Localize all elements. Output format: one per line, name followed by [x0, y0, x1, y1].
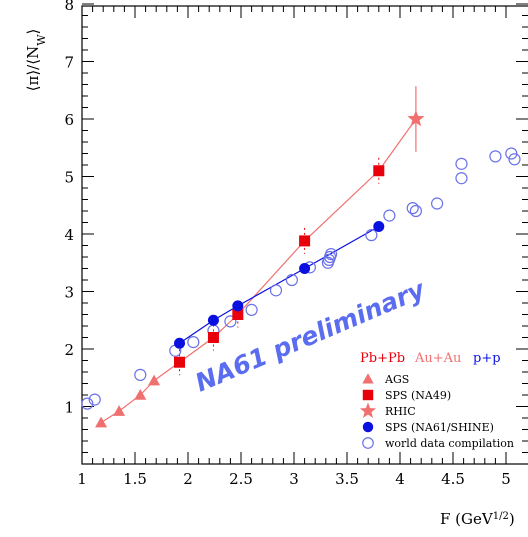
data-point-open-circle: [269, 284, 283, 297]
data-point-circle: [174, 337, 186, 349]
data-point-circle: [207, 314, 219, 326]
legend-marker-square: [362, 389, 374, 401]
legend-entry-label: SPS (NA61/SHINE): [385, 421, 494, 434]
legend-marker-star: [359, 402, 377, 418]
legend-marker-triangle: [362, 373, 374, 384]
data-point-open-circle: [325, 248, 338, 261]
data-point-triangle: [113, 405, 126, 416]
y-tick-label: 8: [64, 0, 74, 14]
data-point-square: [174, 356, 186, 368]
y-tick-label: 2: [64, 341, 74, 359]
data-point-circle: [232, 300, 244, 312]
x-tick-label: 4: [395, 470, 405, 488]
legend-entry-label: RHIC: [385, 405, 416, 418]
x-axis-label: F (GeV1/2): [440, 510, 515, 528]
x-tick-label: 5: [501, 470, 511, 488]
x-label-superscript: 1/2: [493, 511, 509, 522]
x-tick-label: 4.5: [441, 470, 465, 488]
x-tick-label: 3.5: [335, 470, 359, 488]
data-point-open-circle: [81, 397, 94, 410]
x-tick-label: 2: [183, 470, 193, 488]
x-tick-label: 2.5: [229, 470, 253, 488]
data-point-open-circle: [489, 150, 502, 163]
data-point-open-circle: [455, 157, 468, 170]
y-label-tail: ⟩: [24, 29, 42, 35]
y-tick-label: 3: [64, 284, 74, 302]
y-tick-label: 1: [64, 399, 74, 417]
legend-entry-label: world data compilation: [385, 437, 514, 450]
data-point-star: [407, 110, 425, 127]
data-point-circle: [299, 263, 311, 274]
legend-marker-circle: [362, 421, 374, 433]
legend-marker-open-circle: [362, 437, 374, 449]
data-points: [81, 86, 521, 428]
x-tick-label: 1: [77, 470, 87, 488]
y-tick-label: 5: [64, 169, 74, 187]
x-label-tail: ): [509, 510, 515, 528]
data-point-open-circle: [505, 147, 518, 160]
y-tick-label: 4: [64, 226, 74, 244]
data-point-square: [373, 165, 385, 177]
data-point-triangle: [95, 416, 108, 428]
legend-system-label: p+p: [473, 351, 501, 366]
data-point-open-circle: [285, 273, 298, 287]
data-point-open-circle: [224, 315, 237, 328]
plot-frame: [81, 5, 528, 465]
data-point-open-circle: [406, 202, 419, 215]
data-point-open-circle: [134, 368, 147, 381]
y-tick-label: 6: [64, 111, 74, 129]
data-point-open-circle: [383, 209, 396, 222]
data-point-triangle: [134, 389, 147, 400]
y-label-subscript: W: [35, 34, 48, 46]
y-axis-ticks: 1 2 3 4 5 6 7 8: [64, 0, 528, 453]
y-axis-label: ⟨π⟩/⟨NW⟩: [24, 29, 48, 92]
data-point-open-circle: [187, 336, 200, 349]
legend-entry-label: SPS (NA49): [385, 389, 451, 402]
legend-system-label: Au+Au: [414, 351, 461, 366]
line-nucleus-nucleus: [100, 118, 417, 424]
data-point-square: [207, 332, 219, 343]
data-point-open-circle: [365, 229, 378, 242]
legend-entry-label: AGS: [384, 373, 409, 386]
data-point-square: [232, 309, 244, 320]
data-point-open-circle: [455, 172, 468, 185]
legend-system-label: Pb+Pb: [360, 351, 405, 366]
x-tick-label: 3: [289, 470, 299, 488]
data-point-open-circle: [508, 153, 521, 166]
data-point-circle: [373, 221, 385, 233]
data-point-open-circle: [431, 197, 444, 210]
data-point-open-circle: [409, 204, 422, 218]
legend: Pb+Pb Au+Au p+p AGS SPS (NA49) RHIC SPS (NA61/…: [359, 351, 514, 450]
y-tick-label: 7: [64, 54, 74, 72]
data-point-open-circle: [88, 393, 101, 406]
x-tick-label: 1.5: [123, 470, 147, 488]
plot-border: [81, 5, 528, 465]
data-point-open-circle: [245, 303, 258, 316]
data-point-triangle: [148, 374, 161, 386]
x-axis-ticks: 1 1.5 2 2.5 3 3.5 4 4.5 5: [77, 6, 511, 488]
data-point-square: [299, 235, 311, 247]
